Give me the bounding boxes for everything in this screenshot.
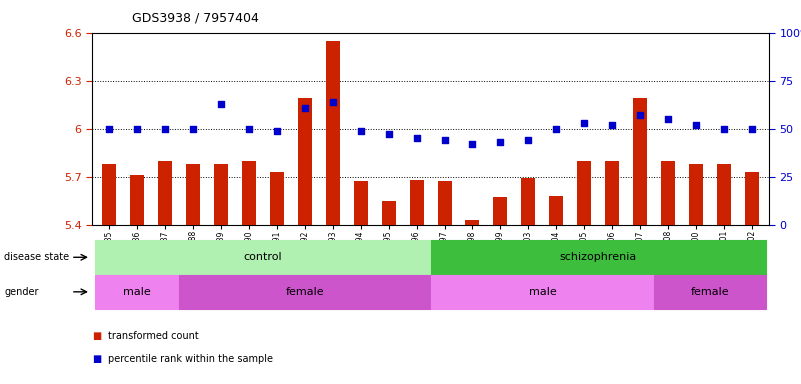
Bar — [409, 180, 424, 225]
Point — [103, 126, 115, 132]
Bar — [578, 161, 591, 225]
Text: transformed count: transformed count — [108, 331, 199, 341]
Text: GDS3938 / 7957404: GDS3938 / 7957404 — [132, 12, 259, 25]
Bar — [493, 197, 508, 225]
Text: female: female — [285, 287, 324, 297]
Bar — [214, 164, 227, 225]
Bar — [298, 98, 312, 225]
Point — [634, 112, 646, 118]
Bar — [662, 161, 675, 225]
Bar — [717, 164, 731, 225]
Text: ■: ■ — [92, 331, 102, 341]
Bar — [381, 201, 396, 225]
Bar — [606, 161, 619, 225]
Text: ■: ■ — [92, 354, 102, 364]
Point — [382, 131, 395, 137]
Bar — [242, 161, 256, 225]
Point — [662, 116, 674, 122]
Text: schizophrenia: schizophrenia — [560, 252, 637, 262]
Point — [410, 135, 423, 141]
Text: disease state: disease state — [4, 252, 69, 262]
Text: control: control — [244, 252, 282, 262]
Bar — [102, 164, 116, 225]
Bar — [549, 196, 563, 225]
Text: male: male — [529, 287, 556, 297]
Point — [298, 104, 311, 111]
Point — [746, 126, 759, 132]
Bar — [634, 98, 647, 225]
Point — [718, 126, 731, 132]
Point — [215, 101, 227, 107]
Point — [606, 122, 618, 128]
Bar — [158, 161, 172, 225]
Bar — [270, 172, 284, 225]
Point — [466, 141, 479, 147]
Bar — [326, 41, 340, 225]
Bar — [465, 220, 480, 225]
Point — [354, 127, 367, 134]
Bar — [689, 164, 703, 225]
Point — [243, 126, 256, 132]
Point — [578, 120, 591, 126]
Text: female: female — [691, 287, 730, 297]
Point — [187, 126, 199, 132]
Text: percentile rank within the sample: percentile rank within the sample — [108, 354, 273, 364]
Bar — [130, 175, 144, 225]
Point — [550, 126, 563, 132]
Point — [131, 126, 143, 132]
Bar — [745, 172, 759, 225]
Text: male: male — [123, 287, 151, 297]
Point — [522, 137, 535, 143]
Point — [494, 139, 507, 145]
Text: gender: gender — [4, 287, 38, 297]
Bar — [186, 164, 199, 225]
Bar — [437, 182, 452, 225]
Point — [690, 122, 702, 128]
Point — [159, 126, 171, 132]
Bar — [353, 182, 368, 225]
Point — [438, 137, 451, 143]
Bar — [521, 178, 535, 225]
Point — [270, 127, 283, 134]
Point — [326, 99, 339, 105]
